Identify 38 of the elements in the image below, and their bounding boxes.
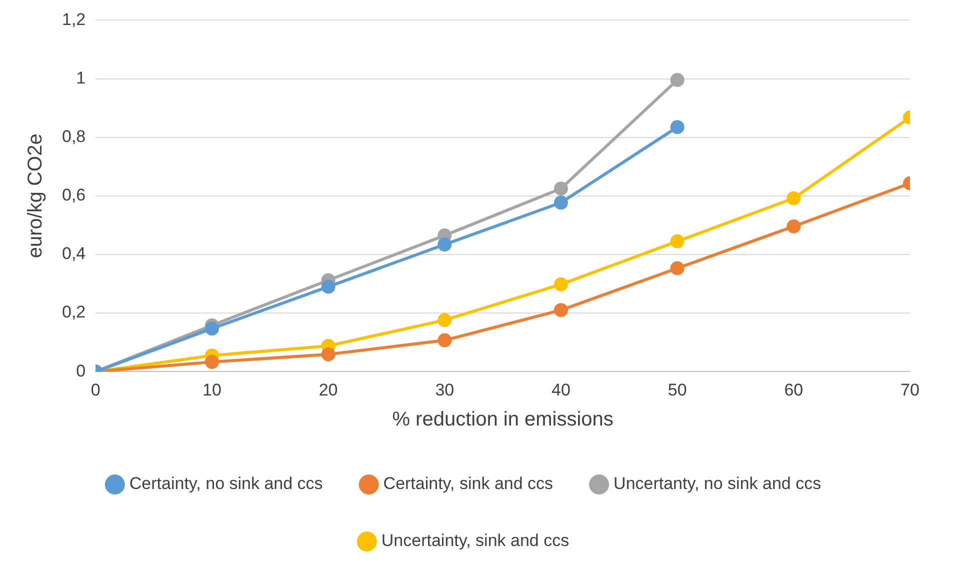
point <box>204 354 219 369</box>
y-tick-label: 1 <box>76 68 86 88</box>
point <box>321 280 336 294</box>
legend-label: Certainty, sink and ccs <box>383 474 554 494</box>
y-tick-label: 0,2 <box>62 302 86 322</box>
y-tick-label: 0 <box>76 361 86 380</box>
x-axis-title: % reduction in emissions <box>392 408 614 431</box>
x-tick-label: 70 <box>900 380 920 400</box>
point <box>438 333 452 348</box>
point <box>786 191 801 206</box>
point <box>204 322 219 336</box>
point <box>554 303 568 318</box>
x-tick-label: 0 <box>90 380 100 400</box>
y-tick-label: 0,4 <box>62 244 86 264</box>
x-tick-label: 20 <box>318 380 338 400</box>
point <box>438 238 452 252</box>
y-tick-label: 0,8 <box>62 127 86 146</box>
legend-label: Certainty, no sink and ccs <box>129 474 323 494</box>
point <box>670 120 684 134</box>
point <box>321 347 336 362</box>
x-tick-label: 60 <box>784 380 804 400</box>
legend-label: Uncertanty, no sink and ccs <box>614 474 822 494</box>
legend-label: Uncertainty, sink and ccs <box>381 531 570 550</box>
x-tick-label: 10 <box>202 380 222 400</box>
point <box>554 277 568 292</box>
point <box>670 72 684 87</box>
point <box>554 182 568 196</box>
y-tick-label: 1,2 <box>62 10 86 29</box>
point <box>786 219 801 234</box>
x-tick-label: 40 <box>552 380 570 400</box>
x-tick-label: 50 <box>668 380 687 400</box>
x-tick-label: 30 <box>435 380 454 400</box>
point <box>554 196 568 210</box>
point <box>670 234 684 248</box>
point <box>438 313 452 328</box>
point <box>670 261 684 276</box>
y-axis-title: euro/kg CO2e <box>24 134 47 258</box>
y-tick-label: 0,6 <box>62 186 86 205</box>
